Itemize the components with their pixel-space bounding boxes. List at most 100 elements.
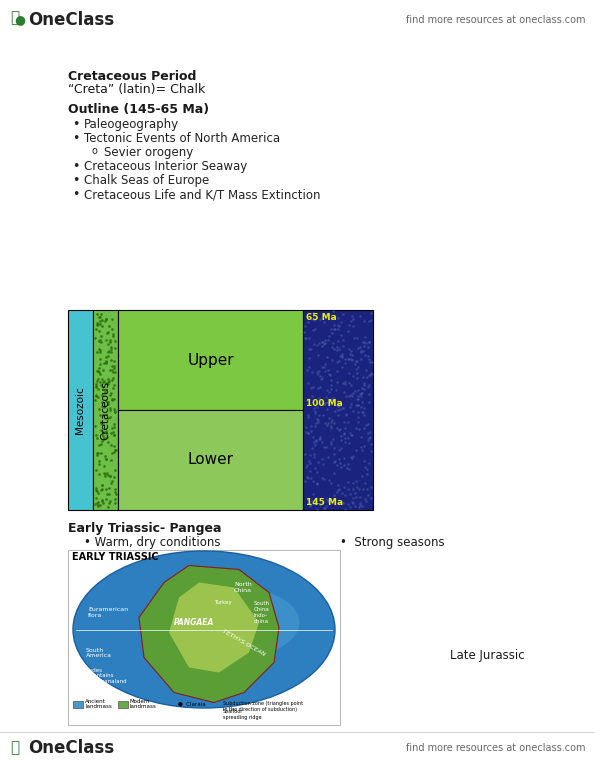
Bar <box>118 410 303 510</box>
Text: Late Jurassic: Late Jurassic <box>450 648 525 661</box>
Point <box>100 450 109 462</box>
Point <box>353 399 362 411</box>
Point <box>91 492 101 504</box>
Point <box>357 396 367 408</box>
Point <box>101 334 111 346</box>
Text: Cretaceous Life and K/T Mass Extinction: Cretaceous Life and K/T Mass Extinction <box>84 188 321 201</box>
Point <box>361 461 370 474</box>
Point <box>321 358 330 370</box>
Point <box>104 412 113 424</box>
Point <box>329 442 339 454</box>
Point <box>341 353 350 366</box>
Point <box>101 425 111 437</box>
Point <box>101 400 110 412</box>
Text: find more resources at oneclass.com: find more resources at oneclass.com <box>406 743 585 753</box>
Point <box>328 414 337 427</box>
Point <box>332 356 342 368</box>
Point <box>314 365 324 377</box>
Point <box>300 475 310 487</box>
Point <box>342 408 351 420</box>
Point <box>93 346 102 358</box>
Point <box>364 457 374 469</box>
Point <box>320 316 329 328</box>
Point <box>350 358 360 370</box>
Point <box>344 353 353 365</box>
Point <box>105 482 114 494</box>
Point <box>311 420 320 432</box>
Point <box>367 356 377 368</box>
Point <box>310 407 320 419</box>
Point <box>92 485 102 497</box>
Point <box>102 357 111 369</box>
Point <box>345 501 355 514</box>
Point <box>355 423 364 435</box>
Text: Cretaceous: Cretaceous <box>101 380 111 440</box>
Text: Mesozoic: Mesozoic <box>76 386 86 434</box>
Point <box>361 337 371 350</box>
Point <box>343 432 353 444</box>
Point <box>334 424 344 437</box>
Point <box>107 364 117 377</box>
Point <box>331 384 341 397</box>
Point <box>108 393 117 406</box>
Point <box>326 323 336 336</box>
Text: OneClass: OneClass <box>28 739 114 757</box>
Point <box>365 356 374 368</box>
Point <box>107 323 117 335</box>
Point <box>303 472 313 484</box>
Point <box>103 373 112 385</box>
Point <box>98 400 107 413</box>
Point <box>317 340 327 353</box>
Point <box>109 429 118 441</box>
Point <box>328 393 337 406</box>
Point <box>97 428 107 440</box>
Point <box>95 368 105 380</box>
Point <box>364 427 373 439</box>
Point <box>320 441 329 454</box>
Point <box>320 365 330 377</box>
Point <box>333 404 342 417</box>
Point <box>359 379 368 391</box>
Point <box>96 358 105 370</box>
Point <box>359 314 368 326</box>
Point <box>94 468 104 480</box>
Point <box>101 454 111 466</box>
Point <box>107 394 117 407</box>
Point <box>302 332 311 344</box>
Point <box>347 349 357 361</box>
Point <box>105 403 115 416</box>
Point <box>101 313 111 325</box>
Point <box>326 422 336 434</box>
Point <box>103 326 112 338</box>
Point <box>362 364 371 377</box>
Point <box>104 338 113 350</box>
Point <box>351 422 361 434</box>
Point <box>338 307 347 320</box>
Point <box>308 380 318 393</box>
Point <box>107 454 116 467</box>
Point <box>96 409 105 421</box>
Bar <box>93 310 118 510</box>
Point <box>303 377 313 390</box>
Point <box>98 497 108 510</box>
Point <box>345 487 355 500</box>
Point <box>99 467 109 480</box>
Point <box>337 350 347 363</box>
Point <box>95 343 104 356</box>
Point <box>104 376 113 388</box>
Point <box>91 380 101 392</box>
Point <box>319 398 328 410</box>
Point <box>313 349 322 361</box>
Point <box>308 487 318 500</box>
Point <box>340 422 350 434</box>
Point <box>96 336 106 348</box>
Point <box>354 500 364 513</box>
Point <box>352 367 362 380</box>
Point <box>333 409 342 421</box>
Point <box>303 459 312 471</box>
Point <box>95 376 105 388</box>
Point <box>346 430 356 442</box>
Point <box>367 367 376 379</box>
Point <box>335 403 345 415</box>
Bar <box>73 701 83 708</box>
